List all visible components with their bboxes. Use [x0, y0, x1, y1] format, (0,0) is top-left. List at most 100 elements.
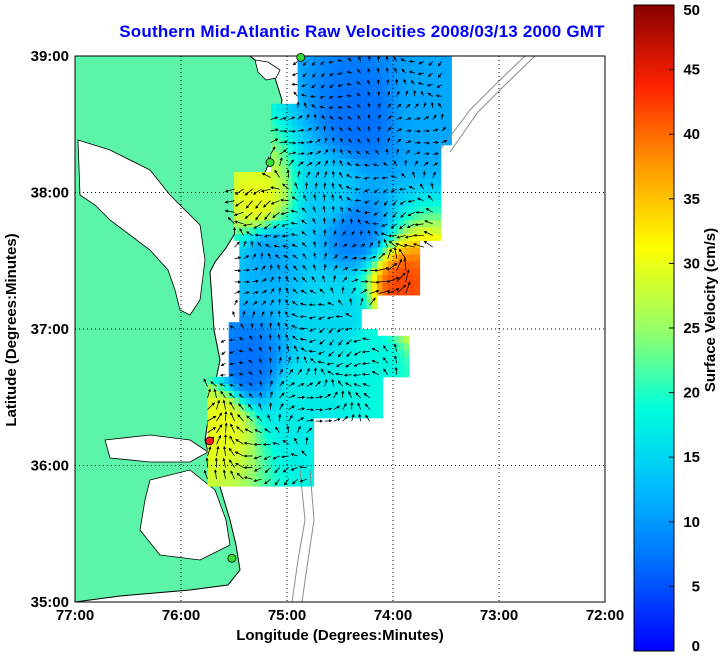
speed-cell — [393, 192, 399, 200]
speed-cell — [276, 158, 283, 166]
velocity-vector — [313, 113, 317, 120]
speed-cell — [287, 288, 293, 296]
speed-cell — [281, 267, 288, 275]
velocity-vector — [236, 472, 244, 480]
speed-cell — [281, 301, 288, 310]
speed-cell — [302, 329, 309, 337]
velocity-vector — [367, 229, 371, 236]
speed-cell — [340, 165, 346, 173]
speed-cell — [271, 288, 277, 296]
speed-cell — [255, 458, 262, 467]
velocity-vector — [351, 413, 355, 422]
speed-cell — [398, 96, 405, 105]
speed-cell — [297, 301, 304, 310]
speed-cell — [260, 294, 267, 303]
speed-cell — [255, 329, 262, 337]
velocity-vector — [437, 102, 443, 109]
velocity-vector — [387, 276, 400, 283]
speed-cell — [292, 185, 299, 194]
velocity-vector — [360, 256, 367, 260]
speed-cell — [255, 240, 262, 248]
speed-cell — [265, 390, 272, 398]
velocity-vector — [248, 382, 253, 387]
velocity-vector — [229, 325, 235, 329]
speed-cell — [212, 404, 219, 412]
velocity-vector — [222, 457, 226, 468]
speed-cell — [403, 69, 410, 78]
speed-cell — [318, 404, 325, 412]
speed-cell — [355, 110, 362, 119]
speed-cell — [334, 172, 341, 180]
speed-cell — [271, 417, 277, 426]
colorbar-tick-label: 10 — [683, 514, 700, 531]
speed-cell — [329, 62, 336, 71]
speed-cell — [345, 192, 352, 200]
speed-cell — [361, 233, 368, 241]
speed-cell — [228, 369, 235, 378]
velocity-vector — [328, 351, 334, 357]
speed-cell — [334, 206, 341, 214]
speed-cell — [271, 451, 277, 460]
speed-cell — [324, 253, 330, 262]
speed-cell — [292, 383, 299, 392]
speed-cell — [355, 356, 362, 364]
speed-cell — [371, 301, 378, 310]
speed-cell — [345, 96, 352, 105]
velocity-vector — [270, 116, 279, 120]
velocity-vector — [396, 116, 403, 120]
velocity-vector — [367, 91, 371, 97]
speed-cell — [276, 479, 283, 487]
speed-cell — [260, 281, 267, 289]
speed-cell — [361, 117, 368, 125]
speed-cell — [302, 438, 309, 446]
speed-cell — [355, 192, 362, 200]
speed-cell — [239, 445, 246, 453]
velocity-vector — [286, 169, 290, 178]
speed-cell — [302, 76, 309, 84]
speed-cell — [234, 363, 240, 371]
speed-cell — [361, 199, 368, 207]
speed-cell — [244, 240, 251, 248]
speed-cell — [366, 376, 373, 385]
speed-cell — [334, 294, 341, 303]
velocity-vector — [238, 383, 244, 387]
velocity-vector — [220, 390, 226, 399]
speed-cell — [408, 137, 415, 146]
speed-cell — [260, 315, 267, 323]
speed-cell — [414, 124, 421, 132]
velocity-vector — [387, 137, 391, 143]
speed-cell — [276, 465, 283, 473]
speed-cell — [255, 294, 262, 303]
speed-cell — [334, 322, 341, 330]
velocity-vector — [357, 138, 361, 143]
speed-cell — [366, 260, 373, 269]
velocity-vector — [244, 188, 253, 196]
speed-cell — [430, 96, 436, 105]
speed-cell — [281, 274, 288, 282]
speed-cell — [281, 417, 288, 426]
speed-cell — [361, 301, 368, 310]
speed-cell — [366, 56, 373, 57]
velocity-vector — [229, 401, 235, 410]
speed-cell — [340, 301, 346, 310]
speed-cell — [435, 165, 442, 173]
velocity-vector — [377, 239, 381, 248]
velocity-vector — [338, 183, 343, 190]
speed-cell — [329, 90, 336, 98]
speed-cell — [355, 144, 362, 153]
speed-cell — [292, 260, 299, 269]
velocity-vector — [278, 356, 282, 364]
speed-cell — [419, 172, 426, 180]
speed-cell — [408, 219, 415, 228]
speed-cell — [271, 172, 277, 180]
velocity-vector — [401, 68, 407, 74]
speed-cell — [292, 369, 299, 378]
speed-cell — [366, 165, 373, 173]
speed-cell — [207, 431, 214, 439]
speed-cell — [313, 233, 320, 241]
velocity-vector — [248, 371, 253, 376]
speed-cell — [234, 199, 240, 207]
speed-cell — [345, 253, 352, 262]
speed-cell — [435, 137, 442, 146]
speed-cell — [440, 62, 447, 71]
